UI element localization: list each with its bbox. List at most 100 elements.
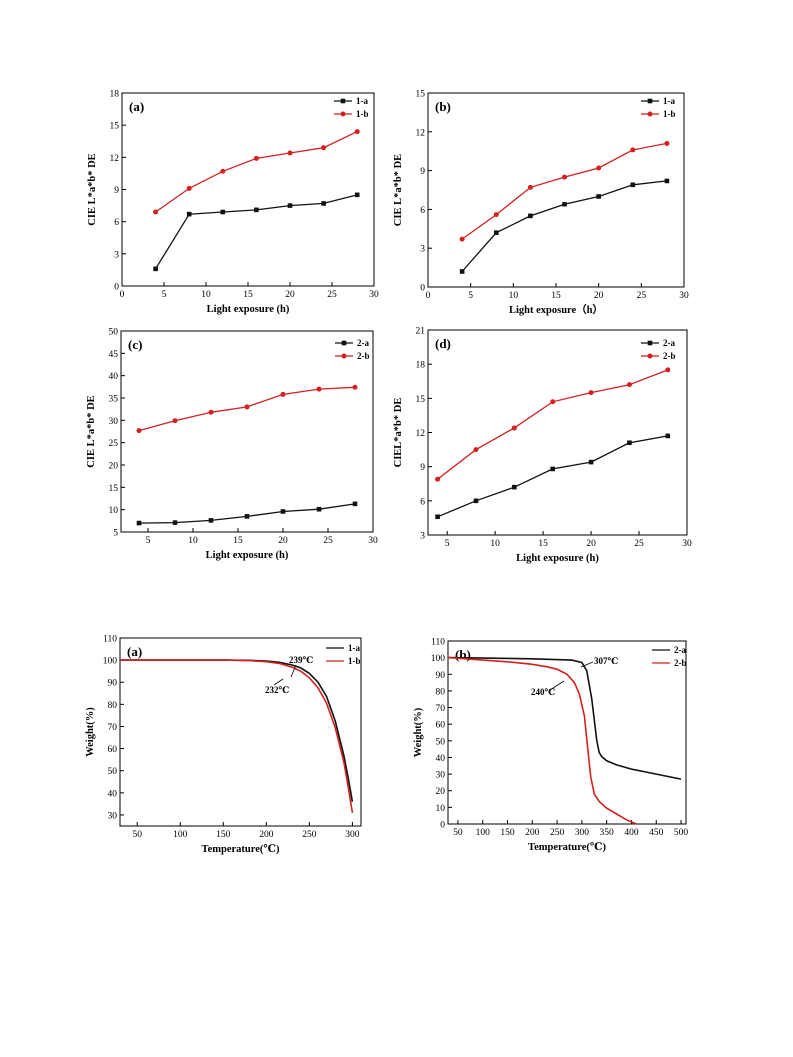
y-tick-label: 12 [416,128,426,138]
series-line-2-a [447,656,682,780]
data-point-2-b [511,425,517,431]
series-line-2-a [437,435,668,518]
series-line-1-a [155,194,358,270]
y-tick-label: 5 [113,529,118,539]
plot-frame [121,92,375,287]
y-tick-label: 15 [110,122,120,132]
x-axis-label: Light exposure (h) [207,304,290,315]
panel-label: (d) [435,336,451,351]
data-point-1-b [354,129,360,135]
y-axis-label: CIE L*a*b* DE [86,395,97,467]
data-point-1-a [528,213,533,219]
x-axis-label: Light exposure（h） [509,303,603,316]
data-point-2-b [550,399,556,405]
x-tick-label: 20 [586,539,596,549]
data-point-2-b [435,476,441,482]
x-tick-label: 300 [575,828,590,838]
x-tick-label: 30 [679,291,689,301]
x-tick-label: 25 [323,536,333,546]
legend-label-1-b: 1-b [663,109,676,119]
y-tick-label: 45 [109,350,119,360]
y-tick-label: 15 [109,484,119,494]
x-tick-label: 150 [500,828,515,838]
y-tick-label: 90 [436,671,446,681]
y-tick-label: 80 [108,701,118,711]
x-tick-label: 250 [550,828,565,838]
x-tick-label: 25 [637,291,647,301]
annotation-arrow [273,678,284,686]
data-point-1-a [321,201,326,206]
data-point-1-a [493,230,499,235]
legend-marker-2-a [341,340,347,346]
x-tick-label: 150 [216,830,231,840]
x-tick-label: 0 [426,291,431,301]
y-axis-label: Weight(%) [413,707,424,757]
panel-label: (a) [129,99,144,114]
legend-label-2-b: 2-b [674,658,687,668]
y-tick-label: 18 [110,90,120,100]
y-tick-label: 18 [416,361,426,371]
x-tick-label: 400 [624,828,639,838]
series-line-1-a [120,659,354,802]
data-point-2-a [244,514,250,519]
legend-marker-1-a [647,98,653,104]
y-tick-label: 6 [420,206,425,216]
y-tick-label: 20 [436,787,446,797]
legend-label-2-a: 2-a [357,338,369,348]
y-tick-label: 60 [436,721,446,731]
y-tick-label: 40 [108,789,118,799]
data-point-2-a [627,440,632,446]
data-point-2-b [136,428,142,434]
x-tick-label: 200 [525,828,540,838]
series-line-2-b [437,369,669,480]
data-point-2-a [473,498,479,504]
y-tick-label: 50 [109,328,119,338]
x-tick-label: 200 [259,830,274,840]
data-point-2-a [435,514,440,520]
y-tick-label: 50 [436,737,446,747]
data-point-1-a [459,269,465,274]
y-axis-label: CIE L*a*b* DE [87,153,98,225]
chart-panel-c-light: 5 10 15 20 25 30 5 10 15 20 25 30 35 40 45 50 Light expo… [86,328,378,562]
data-point-1-a [664,178,670,184]
legend-marker-2-b [341,353,347,359]
y-tick-label: 3 [114,250,119,260]
x-axis-label: Light exposure (h) [516,553,599,564]
plot-frame [120,330,374,533]
x-tick-label: 25 [327,290,337,300]
plot-frame [447,640,687,825]
x-tick-label: 500 [674,828,689,838]
data-point-1-b [459,236,465,242]
legend-label-2-a: 2-a [663,338,675,348]
legend-marker-1-b [647,111,653,117]
y-tick-label: 70 [436,704,446,714]
chart-panel-b-tga: 50 100 150 200 250 300 350 400 450 500 0 10 20 30 40 50… [413,638,688,854]
x-tick-label: 30 [369,290,379,300]
data-point-1-a [596,194,601,199]
y-tick-label: 10 [436,804,446,814]
y-tick-label: 0 [114,283,119,293]
data-point-2-a [352,501,358,507]
y-tick-label: 21 [416,327,426,337]
data-point-1-a [153,266,158,272]
chart-panel-a-light: 0 5 10 15 20 25 30 0 3 6 9 12 15 18 Light exposure (h)… [87,90,379,316]
x-tick-label: 20 [594,291,604,301]
x-tick-label: 10 [490,539,500,549]
x-tick-label: 20 [285,290,295,300]
x-tick-label: 30 [368,536,378,546]
data-point-2-a [588,459,594,465]
x-tick-label: 250 [302,830,317,840]
y-tick-label: 3 [420,532,425,542]
x-tick-label: 15 [243,290,253,300]
series-line-1-b [155,131,358,213]
legend-label-2-b: 2-b [663,351,676,361]
data-point-1-b [321,145,327,151]
annotation-arrow [549,680,565,691]
legend-marker-2-a [647,340,653,346]
y-tick-label: 0 [420,284,425,294]
data-point-1-b [664,140,670,146]
y-tick-label: 15 [416,90,426,100]
data-point-1-b [287,150,293,156]
data-point-1-b [220,168,226,174]
data-point-2-b [244,404,250,410]
